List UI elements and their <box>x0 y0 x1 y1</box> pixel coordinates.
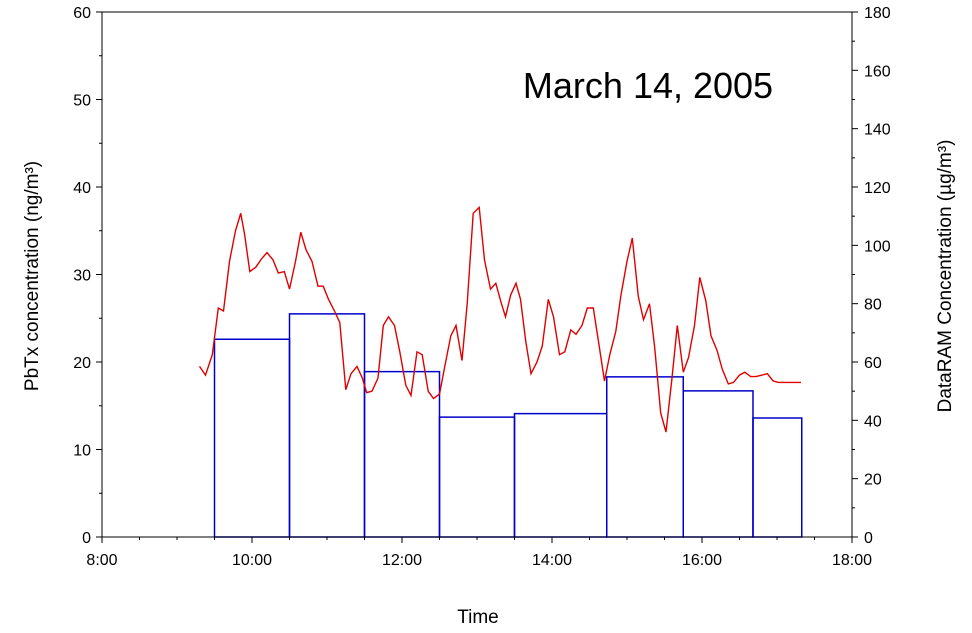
bar-series <box>213 313 803 538</box>
y-left-tick-label: 30 <box>73 268 91 285</box>
y-left-tick-label: 60 <box>73 5 91 22</box>
y-right-tick-label: 140 <box>864 122 891 139</box>
y-left-tick-label: 0 <box>82 530 91 547</box>
bar-1 <box>288 313 366 538</box>
bar-3 <box>438 416 516 538</box>
y-right-tick-label: 40 <box>864 413 882 430</box>
y-right-tick-label: 160 <box>864 63 891 80</box>
y-right-tick-label: 20 <box>864 472 882 489</box>
y-right-axis-title: DataRAM Concentration (µg/m³) <box>935 140 956 413</box>
y-right-tick-label: 100 <box>864 238 891 255</box>
x-tick-label: 12:00 <box>382 552 422 569</box>
bar-7 <box>752 417 803 538</box>
y-left-tick-label: 10 <box>73 443 91 460</box>
bar-2 <box>363 370 441 538</box>
y-right-tick-label: 0 <box>864 530 873 547</box>
y-right-tick-label: 80 <box>864 297 882 314</box>
bar-4 <box>513 412 608 538</box>
x-tick-label: 14:00 <box>532 552 572 569</box>
bar-0 <box>213 338 291 538</box>
bar-6 <box>682 390 754 538</box>
x-tick-label: 18:00 <box>832 552 872 569</box>
x-tick-label: 10:00 <box>232 552 272 569</box>
y-right-tick-label: 60 <box>864 355 882 372</box>
x-tick-label: 8:00 <box>86 552 117 569</box>
y-right-tick-label: 180 <box>864 5 891 22</box>
y-left-axis-title: PbTx concentration (ng/m³) <box>22 161 43 391</box>
x-axis: 8:00 10:00 12:00 14:00 16:00 18:00 <box>86 537 872 569</box>
y-left-tick-label: 20 <box>73 355 91 372</box>
dataram-line <box>198 205 801 433</box>
y-left-tick-label: 40 <box>73 180 91 197</box>
y-axis-right: 0 20 40 60 80 100 120 140 160 180 <box>852 5 891 547</box>
y-left-tick-label: 50 <box>73 93 91 110</box>
chart-title: March 14, 2005 <box>523 65 773 106</box>
x-tick-label: 16:00 <box>682 552 722 569</box>
y-axis-left: 0 10 20 30 40 50 60 <box>73 5 102 547</box>
bar-5 <box>606 376 684 538</box>
x-axis-title: Time <box>457 607 499 628</box>
y-right-tick-label: 120 <box>864 180 891 197</box>
